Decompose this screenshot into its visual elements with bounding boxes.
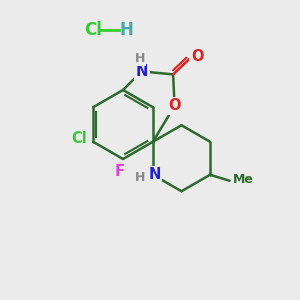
Text: O: O (191, 49, 203, 64)
Text: H: H (119, 21, 133, 39)
Text: Cl: Cl (84, 21, 102, 39)
Text: N: N (135, 64, 148, 79)
Text: F: F (114, 164, 124, 179)
Text: Me: Me (232, 173, 254, 186)
Text: Cl: Cl (71, 131, 87, 146)
Text: H: H (135, 171, 146, 184)
Text: H: H (135, 52, 145, 65)
Text: N: N (148, 167, 160, 182)
Text: O: O (168, 98, 181, 113)
